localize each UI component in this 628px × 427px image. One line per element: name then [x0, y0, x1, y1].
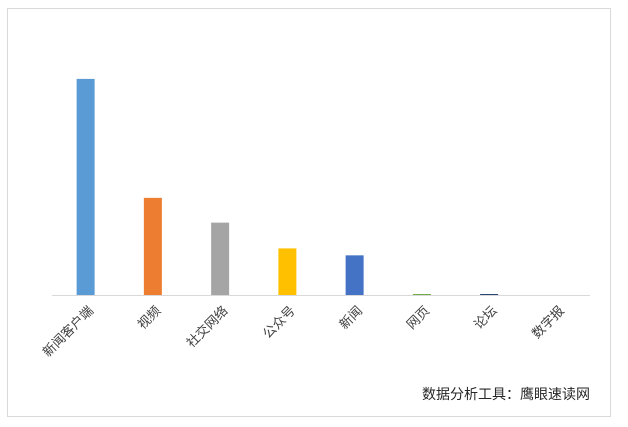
footnote: 数据分析工具：鹰眼速读网 [422, 386, 590, 403]
bar [278, 248, 297, 295]
bar [76, 78, 95, 295]
bar [412, 294, 431, 295]
bar [143, 197, 162, 295]
chart-frame [7, 8, 611, 417]
bar [211, 222, 230, 295]
bar [345, 255, 364, 295]
bar [480, 294, 499, 295]
